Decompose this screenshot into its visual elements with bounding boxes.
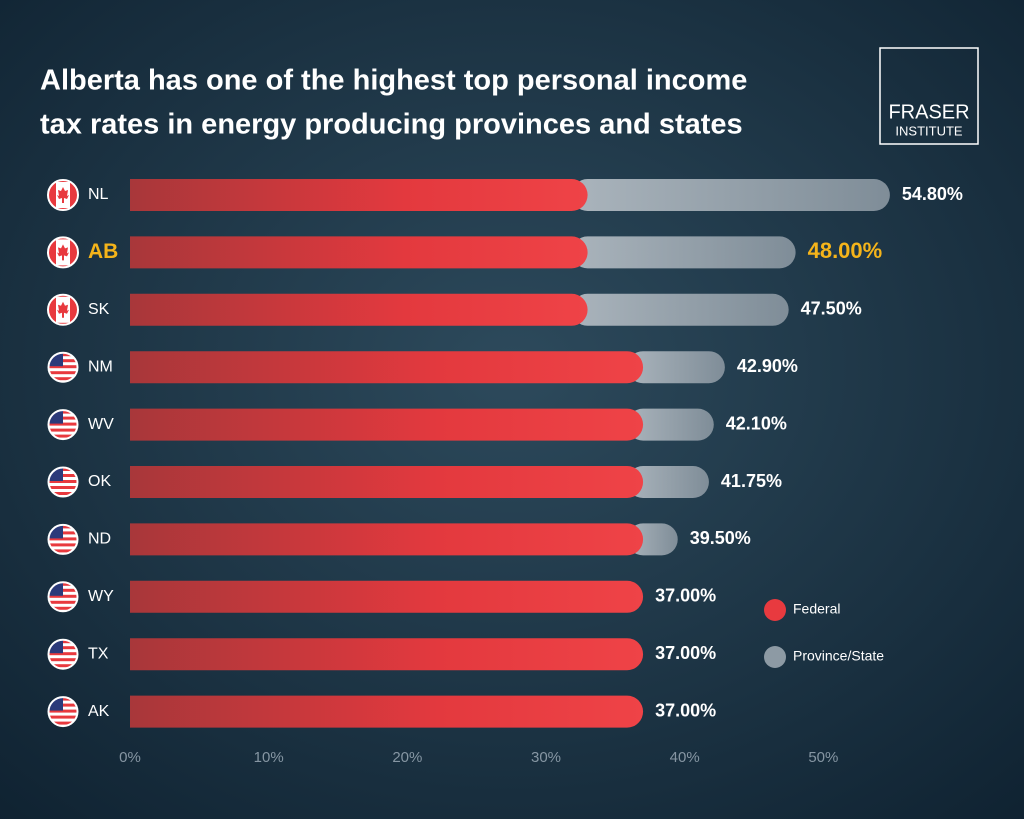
flag bbox=[47, 179, 79, 211]
bar-segment bbox=[130, 351, 644, 384]
bar-segment bbox=[627, 466, 709, 498]
total-label: 54.80% bbox=[902, 184, 963, 204]
flag bbox=[48, 467, 78, 497]
flag bbox=[48, 639, 78, 669]
category-label: OK bbox=[88, 473, 111, 490]
bar-segment bbox=[627, 351, 725, 384]
category-label: TX bbox=[88, 645, 109, 662]
x-tick-label: 30% bbox=[531, 749, 561, 766]
x-tick-label: 20% bbox=[392, 749, 422, 766]
legend-label: Province/State bbox=[793, 648, 884, 664]
total-label: 48.00% bbox=[808, 238, 883, 263]
flag bbox=[48, 352, 78, 382]
legend-swatch bbox=[764, 646, 786, 668]
bar-segment bbox=[130, 695, 644, 728]
category-label: NM bbox=[88, 358, 113, 375]
total-label: 41.75% bbox=[721, 471, 782, 491]
title-line: Alberta has one of the highest top perso… bbox=[40, 65, 747, 97]
bar-segment bbox=[130, 638, 644, 671]
logo-text: FRASER bbox=[888, 101, 969, 123]
category-label: ND bbox=[88, 531, 111, 548]
bar-segment bbox=[130, 408, 644, 441]
bar-segment bbox=[130, 523, 644, 556]
logo-text: INSTITUTE bbox=[895, 123, 962, 138]
x-tick-label: 0% bbox=[119, 749, 141, 766]
title-line: tax rates in energy producing provinces … bbox=[40, 109, 743, 141]
bar-segment bbox=[571, 179, 890, 211]
flag bbox=[48, 582, 78, 612]
total-label: 42.10% bbox=[726, 413, 787, 433]
bar-segment bbox=[571, 236, 796, 269]
x-tick-label: 10% bbox=[254, 749, 284, 766]
logo-box bbox=[879, 47, 979, 145]
bar-segment bbox=[627, 408, 714, 441]
bar-segment bbox=[130, 179, 588, 211]
legend-swatch bbox=[764, 599, 786, 621]
total-label: 42.90% bbox=[737, 356, 798, 376]
category-label: AK bbox=[88, 703, 110, 720]
flag bbox=[47, 293, 79, 326]
category-label: NL bbox=[88, 186, 109, 203]
total-label: 47.50% bbox=[801, 299, 862, 319]
flag bbox=[48, 410, 78, 440]
total-label: 37.00% bbox=[655, 643, 716, 663]
category-label: AB bbox=[88, 240, 118, 263]
bar-segment bbox=[130, 580, 644, 613]
bar-segment bbox=[571, 293, 789, 326]
x-tick-label: 40% bbox=[670, 749, 700, 766]
flag bbox=[47, 236, 79, 269]
category-label: SK bbox=[88, 301, 110, 318]
bar-segment bbox=[130, 466, 644, 498]
legend-label: Federal bbox=[793, 601, 840, 617]
x-tick-label: 50% bbox=[808, 749, 838, 766]
total-label: 37.00% bbox=[655, 700, 716, 720]
total-label: 39.50% bbox=[690, 528, 751, 548]
flag bbox=[48, 697, 78, 727]
flag bbox=[48, 524, 78, 554]
category-label: WV bbox=[88, 416, 114, 433]
bar-segment bbox=[130, 293, 588, 326]
total-label: 37.00% bbox=[655, 586, 716, 606]
bar-segment bbox=[130, 236, 588, 269]
category-label: WY bbox=[88, 588, 114, 605]
